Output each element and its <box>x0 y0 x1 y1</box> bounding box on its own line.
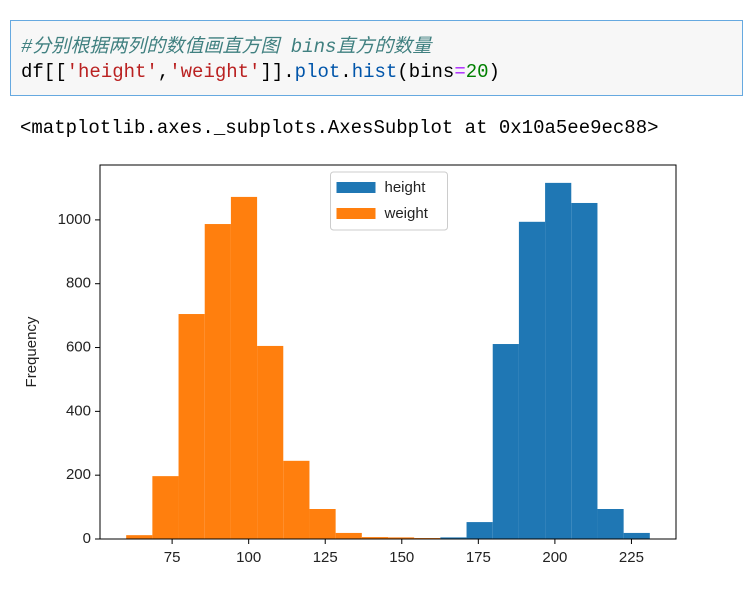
code-token: hist <box>351 61 398 83</box>
code-line: df[['height','weight']].plot.hist(bins=2… <box>21 61 500 83</box>
bar <box>126 535 153 539</box>
cell-output: <matplotlib.axes._subplots.AxesSubplot a… <box>20 117 659 139</box>
bar <box>440 537 467 539</box>
code-token: ) <box>488 61 500 83</box>
x-tick-label: 175 <box>466 549 491 566</box>
bar <box>388 537 415 539</box>
plot-frame <box>99 164 677 540</box>
x-tick-label: 100 <box>236 549 261 566</box>
bar <box>152 476 179 539</box>
bar <box>230 196 258 540</box>
code-token: plot <box>294 61 341 83</box>
y-tick-label: 800 <box>66 275 91 292</box>
bar <box>309 509 336 539</box>
code-cell[interactable]: #分别根据两列的数值画直方图 bins直方的数量 df[['height','w… <box>10 20 743 96</box>
y-tick-label: 600 <box>66 339 91 356</box>
legend-label: height <box>385 179 427 196</box>
legend-swatch <box>336 182 376 193</box>
code-token: , <box>157 61 170 83</box>
bar <box>623 532 650 539</box>
bar <box>492 344 519 539</box>
code-token: 20 <box>465 61 489 83</box>
bar <box>178 314 205 539</box>
code-comment: #分别根据两列的数值画直方图 bins直方的数量 <box>21 36 432 58</box>
bar <box>518 221 546 539</box>
y-tick-label: 400 <box>66 402 91 419</box>
bar <box>204 224 231 540</box>
legend-swatch <box>336 208 376 219</box>
x-tick-label: 75 <box>164 549 181 566</box>
x-tick-label: 225 <box>619 549 644 566</box>
bar <box>466 522 493 539</box>
legend-label: weight <box>384 205 429 222</box>
code-token: (bins <box>397 61 455 83</box>
code-token: ]]. <box>260 61 295 83</box>
bar <box>545 182 572 539</box>
code-token: df[[ <box>21 61 67 83</box>
bar <box>257 345 284 539</box>
y-tick-label: 200 <box>66 466 91 483</box>
code-token: = <box>454 61 466 83</box>
x-tick-label: 200 <box>542 549 567 566</box>
y-tick-label: 0 <box>83 530 91 547</box>
code-token: . <box>340 61 352 83</box>
x-tick-label: 125 <box>313 549 338 566</box>
code-token: 'weight' <box>169 61 261 83</box>
bar <box>283 460 310 539</box>
x-tick-label: 150 <box>389 549 414 566</box>
bar <box>361 537 388 539</box>
y-axis-label: Frequency <box>23 316 40 387</box>
bar <box>335 532 362 539</box>
bar <box>571 202 598 539</box>
code-token: 'height' <box>66 61 158 83</box>
y-tick-label: 1000 <box>58 211 91 228</box>
bar <box>597 509 624 539</box>
